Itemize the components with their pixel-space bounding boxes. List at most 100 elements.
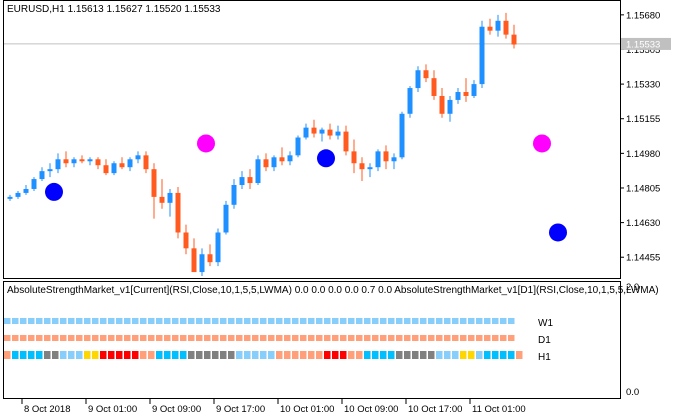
h1-segment	[484, 351, 491, 359]
d1-segment	[476, 335, 483, 341]
h1-segment	[380, 351, 387, 359]
candle-body	[351, 151, 357, 164]
current-price-tag: 1.15533	[621, 37, 671, 50]
price-tick-label: 1.14630	[626, 218, 660, 229]
candle-body	[471, 84, 477, 96]
time-tick-label: 10 Oct 09:00	[344, 404, 398, 415]
h1-segment	[4, 351, 11, 359]
d1-segment	[444, 335, 451, 341]
w1-segment	[76, 318, 83, 324]
w1-segment	[436, 318, 443, 324]
w1-segment	[396, 318, 403, 324]
w1-segment	[372, 318, 379, 324]
d1-segment	[316, 335, 323, 341]
h1-segment	[132, 351, 139, 359]
candle-body	[511, 34, 517, 45]
h1-segment	[156, 351, 163, 359]
h1-segment	[28, 351, 35, 359]
d1-segment	[68, 335, 75, 341]
h1-segment	[12, 351, 19, 359]
w1-segment	[236, 318, 243, 324]
d1-segment	[188, 335, 195, 341]
w1-segment	[252, 318, 259, 324]
d1-segment	[276, 335, 283, 341]
h1-segment	[412, 351, 419, 359]
w1-segment	[212, 318, 219, 324]
price-axis[interactable]: 1.15680 1.15505 1.15330 1.15155 1.14980 1.148…	[620, 10, 660, 264]
w1-segment	[420, 318, 427, 324]
w1-segment	[52, 318, 59, 324]
candle-body	[367, 167, 373, 170]
h1-segment	[276, 351, 283, 359]
time-axis[interactable]: 8 Oct 2018 9 Oct 01:00 9 Oct 09:00 9 Oct 17…	[21, 399, 526, 415]
h1-segment	[420, 351, 427, 359]
w1-segment	[164, 318, 171, 324]
indicator-header: AbsoluteStrengthMarket_v1[Current](RSI,C…	[7, 285, 659, 296]
candle-body	[335, 131, 341, 136]
d1-segment	[116, 335, 123, 341]
d1-segment	[452, 335, 459, 341]
time-tick-label: 10 Oct 17:00	[408, 404, 462, 415]
up-signal-dot	[317, 149, 335, 168]
h1-segment	[460, 351, 467, 359]
h1-segment	[116, 351, 123, 359]
d1-segment	[508, 335, 515, 341]
time-tick-label: 8 Oct 2018	[24, 404, 70, 415]
d1-segment	[420, 335, 427, 341]
price-tick-label: 1.15155	[626, 114, 660, 125]
h1-segment	[148, 351, 155, 359]
candle-body	[175, 192, 181, 233]
d1-segment	[484, 335, 491, 341]
w1-segment	[364, 318, 371, 324]
candle-body	[135, 155, 141, 160]
d1-segment	[132, 335, 139, 341]
w1-segment	[284, 318, 291, 324]
h1-segment	[36, 351, 43, 359]
row-label-h1: H1	[538, 352, 551, 363]
up-signal-dot	[45, 182, 63, 201]
candle-body	[503, 20, 509, 35]
h1-segment	[516, 351, 523, 359]
h1-segment	[436, 351, 443, 359]
w1-segment	[332, 318, 339, 324]
d1-segment	[356, 335, 363, 341]
h1-segment	[60, 351, 67, 359]
time-tick-label: 9 Oct 09:00	[152, 404, 201, 415]
w1-segment	[244, 318, 251, 324]
w1-segment	[268, 318, 275, 324]
h1-segment	[356, 351, 363, 359]
candle-body	[191, 248, 197, 273]
row-label-d1: D1	[538, 335, 551, 346]
h1-segment	[300, 351, 307, 359]
candle-body	[279, 157, 285, 162]
candle-body	[63, 159, 69, 164]
d1-segment	[228, 335, 235, 341]
h1-segment	[252, 351, 259, 359]
d1-segment	[396, 335, 403, 341]
candle-body	[23, 188, 29, 193]
h1-segment	[428, 351, 435, 359]
w1-segment	[476, 318, 483, 324]
w1-segment	[468, 318, 475, 324]
main-chart-frame[interactable]	[3, 0, 621, 279]
w1-segment	[348, 318, 355, 324]
h1-segment	[180, 351, 187, 359]
d1-segment	[84, 335, 91, 341]
candle-body	[271, 157, 277, 168]
candle-body	[423, 70, 429, 79]
w1-segment	[92, 318, 99, 324]
d1-segment	[236, 335, 243, 341]
d1-segment	[148, 335, 155, 341]
w1-segment	[292, 318, 299, 324]
price-tick-label: 1.15330	[626, 80, 660, 91]
candle-body	[495, 20, 501, 31]
h1-segment	[204, 351, 211, 359]
d1-segment	[300, 335, 307, 341]
candle-body	[343, 131, 349, 152]
d1-segment	[412, 335, 419, 341]
candle-body	[311, 127, 317, 134]
h1-segment	[188, 351, 195, 359]
candle-body	[183, 232, 189, 249]
candle-body	[31, 179, 37, 189]
